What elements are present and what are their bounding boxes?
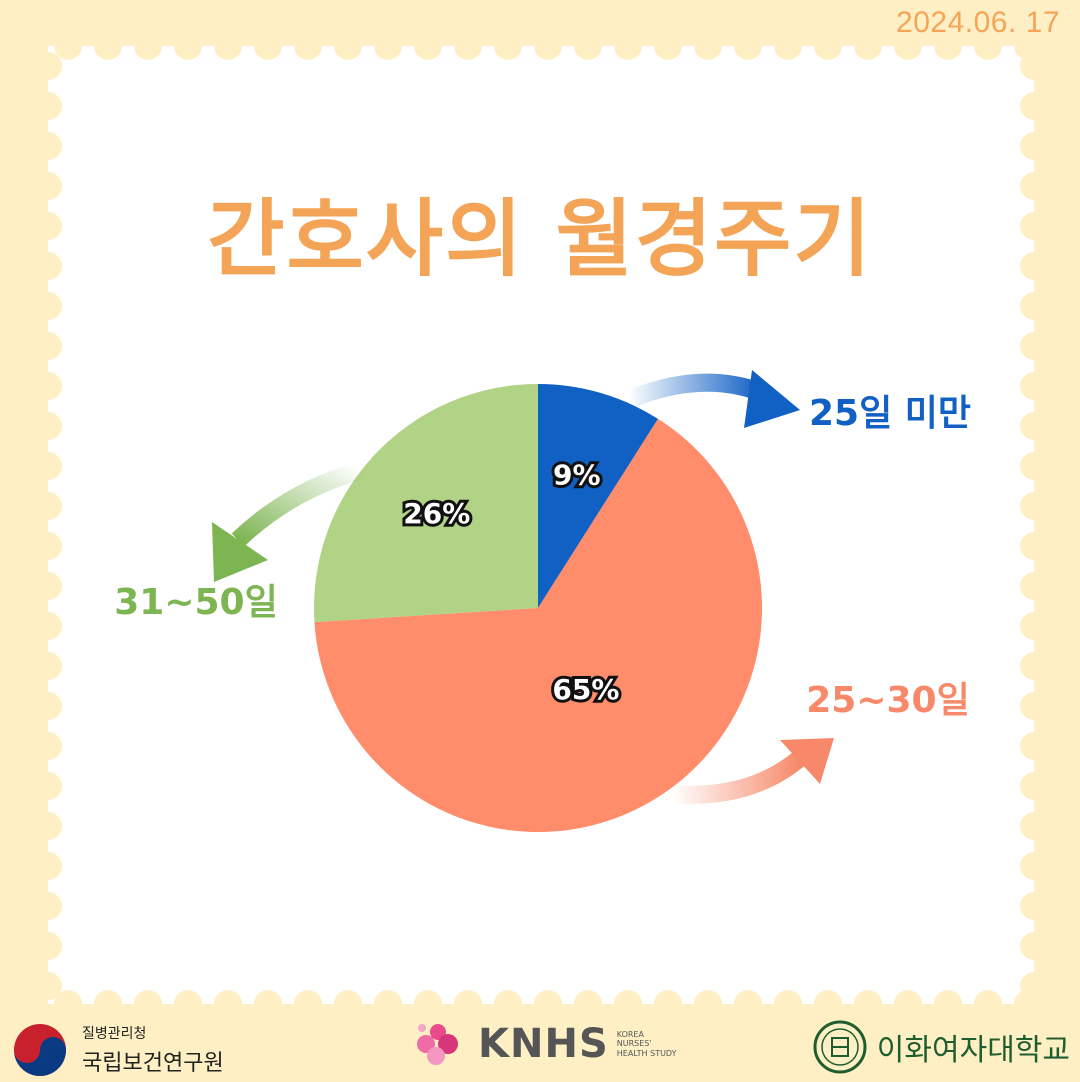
arrow-31-50 — [212, 461, 365, 582]
pie-category-label: 31~50일 — [114, 582, 277, 623]
date-label: 2024.06. 17 — [896, 6, 1060, 39]
pie-slice-1 — [538, 384, 659, 608]
footer: 질병관리청 국립보건연구원 KNHS KOREA NURSES' HEALTH … — [0, 1004, 1080, 1080]
arrow-25-30 — [671, 738, 834, 804]
arrow-25-below — [624, 370, 800, 428]
pie-category-label: 25일 미만 — [809, 393, 971, 434]
kdca-name: 국립보건연구원 — [82, 1051, 224, 1076]
knhs-logo: KNHS KOREA NURSES' HEALTH STUDY — [412, 1018, 677, 1070]
taegeuk-icon — [14, 1024, 66, 1076]
pie-slice-3 — [314, 384, 538, 623]
page-title: 간호사의 월경주기 — [207, 190, 873, 288]
pie-percent-label: 9% — [553, 459, 601, 492]
ewha-seal-icon — [813, 1020, 867, 1074]
ewha-logo: 이화여자대학교 — [813, 1020, 1070, 1074]
pie-category-label: 25~30일 — [806, 680, 969, 721]
pie-percent-label: 65% — [552, 673, 619, 706]
flower-icon — [417, 1024, 458, 1065]
knhs-brand: KNHS — [478, 1021, 609, 1067]
pie-percent-label: 26% — [403, 497, 470, 530]
pie-slice-2 — [314, 418, 763, 833]
kdca-small-label: 질병관리청 — [82, 1026, 147, 1042]
kdca-logo: 질병관리청 국립보건연구원 — [8, 1018, 224, 1082]
knhs-subtitle: KOREA NURSES' HEALTH STUDY — [616, 1030, 677, 1058]
ewha-name: 이화여자대학교 — [876, 1033, 1070, 1068]
